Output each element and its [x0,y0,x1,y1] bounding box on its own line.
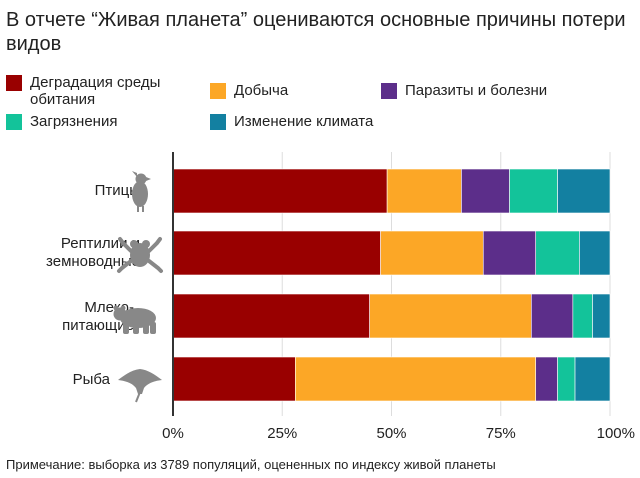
x-tick-label: 0% [162,425,184,442]
bar-segment [579,230,611,276]
x-tick-label: 75% [486,425,516,442]
legend-item-exploitation: Добыча [210,82,288,99]
legend-label: Деградация среды обитания [30,74,161,108]
legend-swatch [381,83,397,99]
legend-label: Загрязнения [30,113,118,130]
legend-label: Изменение климата [234,113,374,130]
bear-icon [113,305,156,334]
bar-segment [380,230,484,276]
bar-segment [172,356,296,402]
bar-segment [461,168,510,214]
legend-label: Паразиты и болезни [405,82,548,99]
x-tick-labels: 0% 25% 50% 75% 100% [162,425,635,442]
bar-segment [592,293,611,339]
legend-swatch [210,83,226,99]
bar-segment [535,230,580,276]
category-label-birds: Птицы [94,182,140,199]
legend-item-climate: Изменение климата [210,113,373,130]
legend-swatch [6,114,22,130]
bird-icon [132,171,151,212]
bar-segment [572,293,593,339]
bar-segment [574,356,611,402]
x-tick-label: 25% [267,425,297,442]
legend-swatch [6,75,22,91]
footnote: Примечание: выборка из 3789 популяций, о… [6,457,496,472]
frog-icon [117,237,163,273]
bar-segment [172,230,381,276]
manta-ray-icon [118,369,162,403]
bar-segment [557,168,611,214]
legend-swatch [210,114,226,130]
bar-segment [295,356,537,402]
category-label-fish: Рыба [72,371,110,388]
bar-segment [531,293,574,339]
bar-segment [369,293,532,339]
legend-item-habitat: Деградация среды обитания [6,74,160,108]
bar-segment [482,230,537,276]
legend-label: Добыча [234,82,289,99]
x-tick-label: 100% [597,425,635,442]
bar-segment [386,168,462,214]
bars [172,168,611,402]
chart-title: В отчете “Живая планета” оцениваются осн… [6,9,626,55]
bar-segment [172,168,388,214]
bar-segment [557,356,576,402]
bar-segment [509,168,558,214]
x-tick-label: 50% [376,425,406,442]
bar-segment [172,293,370,339]
bar-segment [535,356,558,402]
legend-item-disease: Паразиты и болезни [381,82,547,99]
legend-item-pollution: Загрязнения [6,113,117,130]
